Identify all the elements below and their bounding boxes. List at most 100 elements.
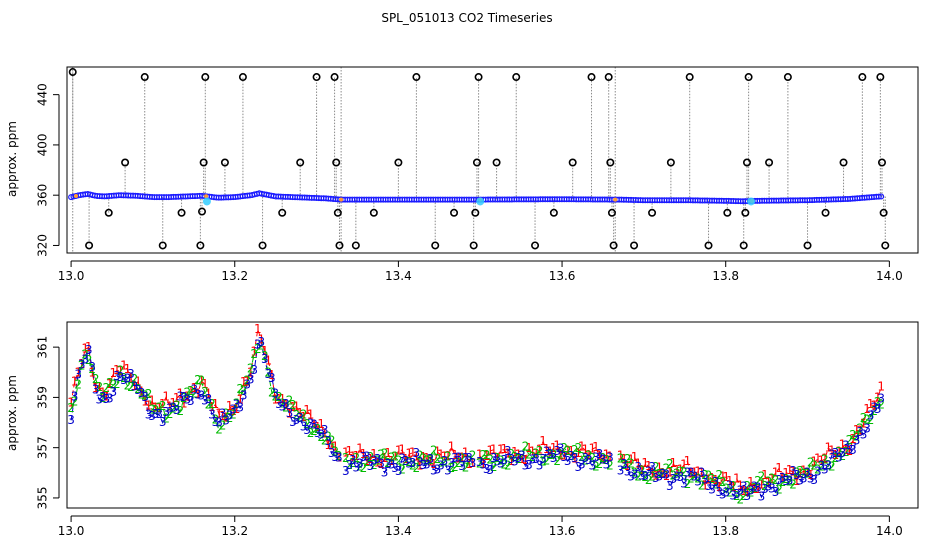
outlier-point	[121, 158, 130, 167]
series-3-marker: 3	[412, 446, 420, 460]
series-3-marker: 3	[222, 414, 230, 428]
series-2-marker: 2	[307, 426, 315, 440]
series-2-marker: 2	[243, 373, 251, 387]
series-2-marker: 2	[293, 408, 301, 422]
series-2-marker: 2	[817, 459, 825, 473]
series-1-marker: 1	[691, 466, 699, 480]
series-3-marker: 3	[525, 458, 533, 472]
series-2-marker: 2	[236, 382, 244, 396]
outlier-point	[839, 158, 848, 167]
y-tick-label: 360	[36, 184, 50, 207]
series-3-marker: 3	[240, 388, 248, 402]
series-3-marker: 3	[233, 398, 241, 412]
series-1-marker: 1	[356, 441, 364, 455]
series-2-marker: 2	[508, 447, 516, 461]
series-3-marker: 3	[550, 451, 558, 465]
series-1-marker: 1	[793, 474, 801, 488]
outlier-point	[607, 208, 616, 217]
series-2-marker: 2	[571, 443, 579, 457]
series-2-marker: 2	[589, 451, 597, 465]
series-1-marker: 1	[240, 375, 248, 389]
series-1-marker: 1	[789, 465, 797, 479]
series-2-marker: 2	[617, 452, 625, 466]
series-2-marker: 2	[842, 445, 850, 459]
series-1-marker: 1	[173, 391, 181, 405]
series-2-marker: 2	[532, 446, 540, 460]
outlier-point	[351, 241, 360, 250]
series-2-marker: 2	[768, 471, 776, 485]
series-3-marker: 3	[419, 458, 427, 472]
series-2-marker: 2	[663, 462, 671, 476]
series-2-marker: 2	[145, 387, 153, 401]
series-1-marker: 1	[176, 387, 184, 401]
series-3-marker: 3	[74, 367, 82, 381]
series-2-marker: 2	[219, 419, 227, 433]
series-1-marker: 1	[698, 466, 706, 480]
series-2-marker: 2	[423, 454, 431, 468]
y-tick-label: 320	[36, 234, 50, 257]
series-2-marker: 2	[261, 349, 269, 363]
outlier-point	[474, 73, 483, 82]
series-3-marker: 3	[448, 456, 456, 470]
series-2-marker: 2	[370, 458, 378, 472]
series-2-marker: 2	[849, 428, 857, 442]
series-2-marker: 2	[765, 475, 773, 489]
series-1-marker: 1	[152, 401, 160, 415]
series-1-marker: 1	[663, 469, 671, 483]
series-2-marker: 2	[814, 463, 822, 477]
series-2-marker: 2	[437, 455, 445, 469]
series-3-marker: 3	[645, 464, 653, 478]
series-1-marker: 1	[497, 443, 505, 457]
series-3-marker: 3	[476, 455, 484, 469]
series-2-marker: 2	[800, 467, 808, 481]
series-1-marker: 1	[405, 447, 413, 461]
series-3-marker: 3	[620, 457, 628, 471]
y-tick-label: 440	[36, 83, 50, 106]
series-1-marker: 1	[88, 366, 96, 380]
series-2-marker: 2	[497, 453, 505, 467]
series-2-marker: 2	[363, 455, 371, 469]
series-1-marker: 1	[391, 450, 399, 464]
series-2-marker: 2	[581, 454, 589, 468]
series-3-marker: 3	[324, 434, 332, 448]
series-3-marker: 3	[842, 438, 850, 452]
series-1-marker: 1	[860, 416, 868, 430]
outlier-point	[369, 208, 378, 217]
series-2-marker: 2	[733, 489, 741, 503]
series-3-marker: 3	[687, 466, 695, 480]
series-1-marker: 1	[677, 462, 685, 476]
series-1-marker: 1	[529, 444, 537, 458]
series-2-marker: 2	[409, 458, 417, 472]
series-2-marker: 2	[631, 466, 639, 480]
series-3-marker: 3	[557, 442, 565, 456]
series-1-marker: 1	[768, 472, 776, 486]
outlier-point	[877, 158, 886, 167]
series-3-marker: 3	[381, 465, 389, 479]
series-1-line	[70, 329, 340, 459]
series-2-marker: 2	[427, 453, 435, 467]
series-3-marker: 3	[793, 468, 801, 482]
series-2-marker: 2	[687, 471, 695, 485]
series-2-marker: 2	[353, 451, 361, 465]
series-1-marker: 1	[490, 442, 498, 456]
outlier-point	[471, 208, 480, 217]
series-3-marker: 3	[212, 415, 220, 429]
series-1-marker: 1	[620, 452, 628, 466]
chart-title: SPL_051013 CO2 Timeseries	[381, 11, 552, 25]
series-3-marker: 3	[634, 460, 642, 474]
series-2-marker: 2	[328, 433, 336, 447]
bottom-y-axis-label-text: approx. ppm	[5, 375, 19, 451]
series-3-marker: 3	[88, 360, 96, 374]
series-1-marker: 1	[504, 447, 512, 461]
series-1-marker: 1	[853, 423, 861, 437]
series-1-marker: 1	[670, 456, 678, 470]
series-2-marker: 2	[360, 461, 368, 475]
series-3-marker: 3	[159, 415, 167, 429]
outlier-point	[741, 208, 750, 217]
bottom-series-markers: 1111111111111111111111111111111111111111…	[67, 322, 885, 506]
series-2-marker: 2	[620, 458, 628, 472]
series-3-marker: 3	[434, 463, 442, 477]
series-1-marker: 1	[455, 451, 463, 465]
series-3-marker: 3	[581, 451, 589, 465]
series-3-marker: 3	[874, 402, 882, 416]
